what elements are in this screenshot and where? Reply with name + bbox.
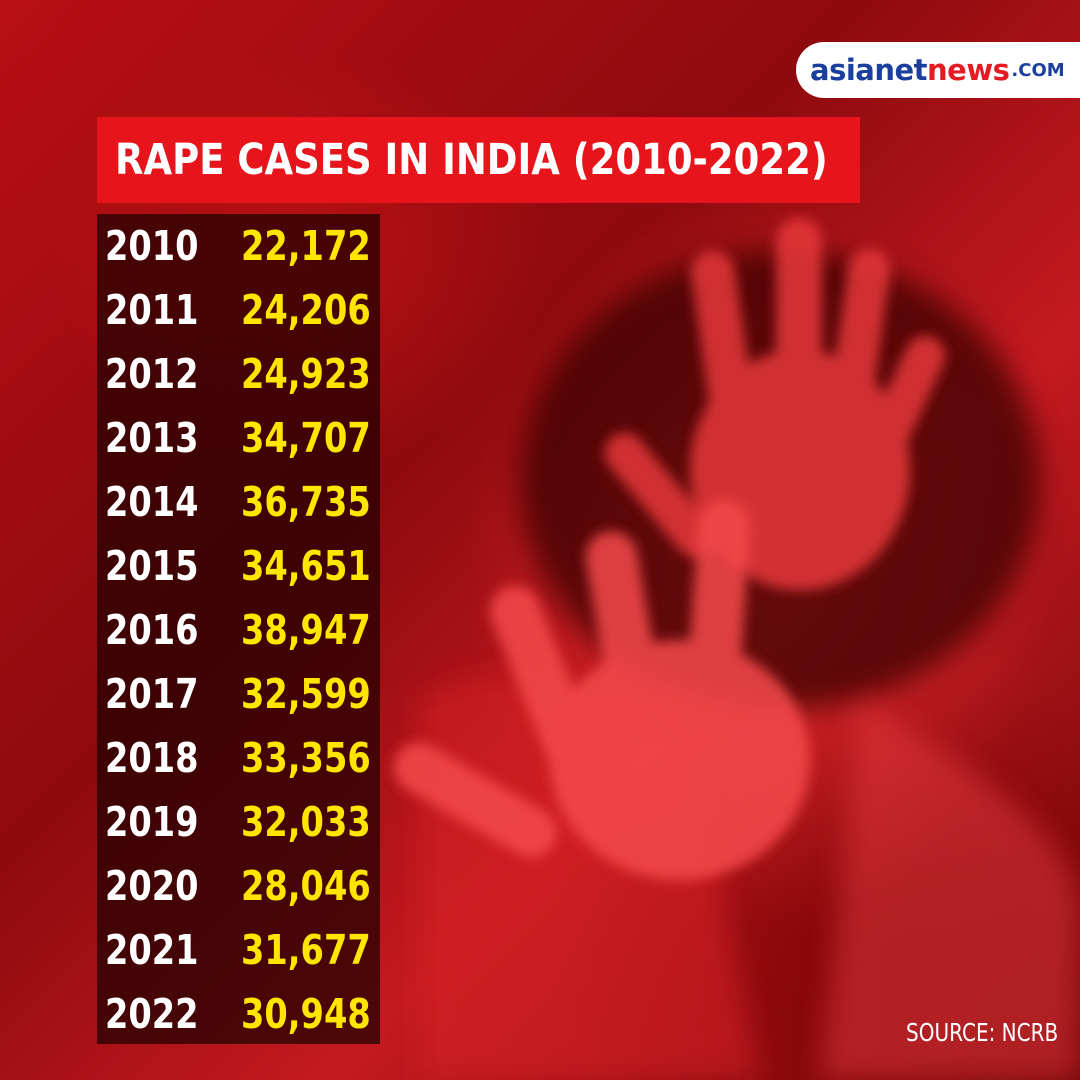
cases-table: 2010 22,172 2011 24,206 2012 24,923 2013… [97,214,380,1044]
cases-cell: 24,206 [241,286,371,334]
year-cell: 2012 [105,350,199,398]
table-row: 2019 32,033 [97,790,380,854]
cases-cell: 34,651 [241,542,371,590]
page-title-text: RAPE CASES IN INDIA (2010-2022) [115,135,828,185]
page-title: RAPE CASES IN INDIA (2010-2022) [97,117,860,203]
cases-cell: 34,707 [241,414,371,462]
table-row: 2017 32,599 [97,662,380,726]
year-cell: 2010 [105,222,199,270]
table-row: 2020 28,046 [97,854,380,918]
cases-cell: 36,735 [241,478,371,526]
table-row: 2013 34,707 [97,406,380,470]
table-row: 2022 30,948 [97,982,380,1046]
table-row: 2014 36,735 [97,470,380,534]
table-row: 2015 34,651 [97,534,380,598]
cases-cell: 32,599 [241,670,371,718]
year-cell: 2019 [105,798,199,846]
logo-text-com: .COM [1011,59,1065,81]
year-cell: 2011 [105,286,199,334]
table-row: 2018 33,356 [97,726,380,790]
cases-cell: 28,046 [241,862,371,910]
year-cell: 2017 [105,670,199,718]
cases-cell: 31,677 [241,926,371,974]
source-credit: SOURCE: NCRB [906,1018,1059,1047]
logo-text-asianet: asianet [810,53,928,87]
year-cell: 2018 [105,734,199,782]
year-cell: 2022 [105,990,199,1038]
table-row: 2021 31,677 [97,918,380,982]
cases-cell: 24,923 [241,350,371,398]
table-row: 2012 24,923 [97,342,380,406]
year-cell: 2014 [105,478,199,526]
cases-cell: 30,948 [241,990,371,1038]
asianetnews-logo: asianet news .COM [796,42,1080,98]
year-cell: 2016 [105,606,199,654]
table-row: 2010 22,172 [97,214,380,278]
cases-cell: 38,947 [241,606,371,654]
table-row: 2016 38,947 [97,598,380,662]
cases-cell: 22,172 [241,222,371,270]
cases-cell: 33,356 [241,734,371,782]
table-row: 2011 24,206 [97,278,380,342]
year-cell: 2020 [105,862,199,910]
year-cell: 2015 [105,542,199,590]
year-cell: 2013 [105,414,199,462]
year-cell: 2021 [105,926,199,974]
cases-cell: 32,033 [241,798,371,846]
logo-text-news: news [927,53,1010,87]
